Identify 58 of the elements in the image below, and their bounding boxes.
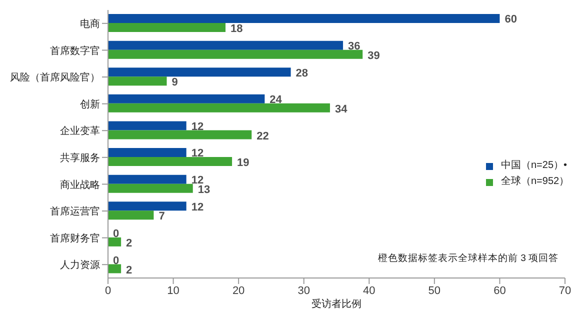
bar [108,174,186,184]
legend-label: 中国（n=25）• [501,158,568,173]
bar [108,202,186,211]
data-label: 9 [172,76,178,89]
x-tick-label: 20 [232,284,245,297]
bar [108,148,186,158]
bar [108,50,363,59]
bar [108,237,122,246]
bar [108,130,252,140]
data-label: 12 [191,120,204,133]
legend-label: 全球（n=952） [501,174,570,189]
x-tick-label: 50 [428,284,441,297]
bar [108,264,122,274]
y-tick-label: 共享服务 [60,152,100,164]
bar [108,23,226,32]
data-label: 12 [191,201,204,214]
data-label: 22 [256,130,269,142]
x-tick-label: 30 [298,284,310,297]
data-label: 39 [368,50,380,62]
x-tick-label: 0 [104,284,112,297]
data-label: 34 [334,103,348,116]
bar [108,76,167,86]
bar [108,121,186,130]
bar [108,103,330,112]
data-label: 2 [126,264,132,276]
x-tick-label: 40 [363,284,376,297]
x-tick-label: 70 [558,284,572,297]
x-tick-label: 10 [167,284,180,297]
annotation: 橙色数据标签表示全球样本的前 3 项回答 [378,252,559,265]
data-label: 19 [237,157,250,170]
data-label: 0 [113,228,120,240]
y-tick-label: 电商 [80,18,100,30]
data-label: 36 [348,40,360,53]
y-tick-label: 首席财务官 [50,232,100,244]
y-tick-label: 风险（首席风险官） [10,72,100,84]
data-label: 2 [126,237,132,250]
bar [108,210,154,220]
x-tick-label: 60 [494,284,506,297]
bar [108,184,193,193]
x-axis-title: 受访者比例 [312,298,362,310]
bar [108,157,232,166]
data-label: 28 [296,67,308,80]
bar [108,68,291,77]
data-label: 7 [158,210,165,223]
data-label: 18 [230,23,243,36]
y-tick-label: 人力资源 [60,259,100,272]
y-tick-label: 创新 [80,98,100,110]
bar [108,40,344,50]
data-label: 12 [191,148,204,160]
y-tick-label: 首席数字官 [50,44,100,57]
data-label: 0 [113,254,120,267]
y-tick-label: 企业变革 [60,125,100,138]
bar [108,94,265,104]
bar [108,14,500,24]
data-label: 24 [270,94,283,106]
y-tick-label: 首席运营官 [50,206,100,218]
y-tick-label: 商业战略 [60,178,100,191]
data-label: 60 [504,14,517,26]
